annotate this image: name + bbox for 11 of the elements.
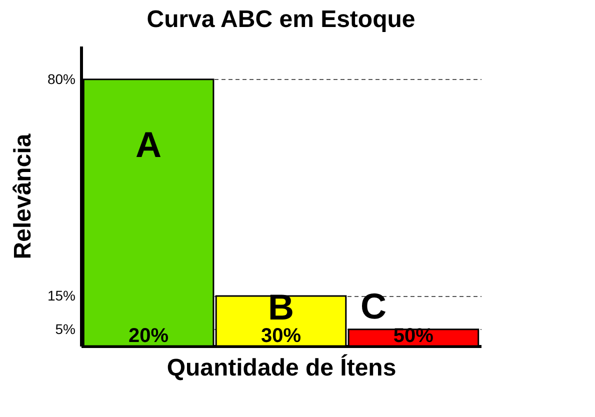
x-tick-label: A: [136, 124, 162, 165]
y-tick-label: 80%: [47, 70, 76, 87]
y-axis-title: Relevância: [9, 133, 36, 260]
chart-title: Curva ABC em Estoque: [146, 6, 416, 33]
annotation: 20%: [128, 325, 169, 347]
y-tick-label: 15%: [47, 288, 76, 304]
y-tick-label: 5%: [55, 320, 76, 337]
annotation: 30%: [260, 325, 302, 347]
x-axis-title: Quantidade de Ítens: [166, 354, 396, 382]
x-tick-label: C: [360, 285, 386, 326]
x-tick-label: B: [268, 286, 294, 328]
